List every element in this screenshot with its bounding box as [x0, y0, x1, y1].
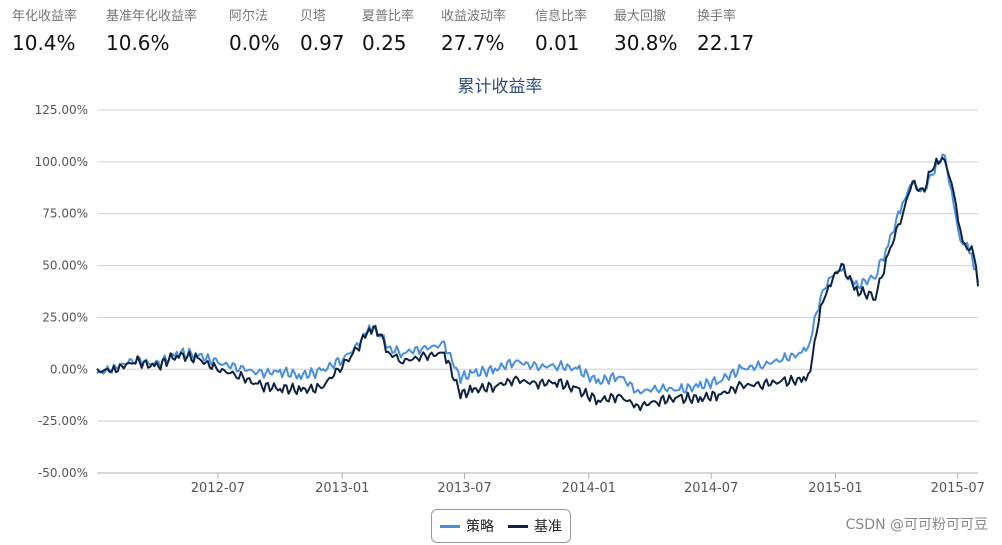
metric-label: 贝塔 — [300, 9, 327, 24]
metric-value: 10.6% — [106, 31, 170, 55]
watermark: CSDN @可可粉可可豆 — [845, 517, 988, 533]
x-tick-label: 2014-01 — [562, 481, 616, 496]
chart-title: 累计收益率 — [458, 77, 543, 97]
x-tick-label: 2013-07 — [437, 481, 491, 496]
metrics-bar: 年化收益率 10.4% 基准年化收益率 10.6% 阿尔法 0.0% 贝塔 0.… — [0, 0, 1002, 62]
metric-sharpe: 夏普比率 0.25 — [362, 8, 414, 57]
y-tick-label: 25.00% — [42, 310, 88, 324]
y-tick-label: -25.00% — [38, 414, 88, 428]
y-axis-ticks: 125.00% 100.00% 75.00% 50.00% 25.00% 0.00% -25… — [35, 103, 88, 480]
metric-annual-return: 年化收益率 10.4% — [12, 8, 77, 57]
legend-label-strategy: 策略 — [466, 519, 494, 535]
y-tick-label: -50.00% — [38, 466, 88, 480]
y-tick-label: 75.00% — [42, 207, 88, 221]
metric-value: 0.0% — [229, 31, 280, 55]
x-tick-label: 2015-01 — [808, 481, 862, 496]
series-line-strategy — [96, 153, 979, 395]
metric-value: 30.8% — [614, 31, 678, 55]
metric-value: 22.17 — [697, 31, 755, 55]
metric-beta: 贝塔 0.97 — [300, 8, 345, 57]
metric-value: 0.25 — [362, 31, 407, 55]
series-line-benchmark — [96, 156, 979, 412]
legend-label-benchmark: 基准 — [534, 519, 562, 535]
metric-label: 年化收益率 — [12, 9, 78, 24]
series-lines — [96, 153, 979, 412]
y-tick-label: 100.00% — [35, 155, 88, 169]
metric-alpha: 阿尔法 0.0% — [229, 8, 280, 57]
metric-label: 最大回撤 — [614, 9, 667, 24]
chart-legend: 策略 基准 — [431, 509, 571, 543]
metric-label: 阿尔法 — [229, 9, 269, 24]
metric-value: 27.7% — [441, 31, 505, 55]
y-tick-label: 50.00% — [42, 259, 88, 273]
metric-label: 夏普比率 — [362, 9, 415, 24]
metric-volatility: 收益波动率 27.7% — [441, 8, 506, 57]
metric-value: 0.97 — [300, 31, 345, 55]
metric-max-drawdown: 最大回撤 30.8% — [614, 8, 678, 57]
cumulative-return-chart: 累计收益率 125.00% 100.00% 75.00% 50.00% 25.00% 0.… — [35, 77, 985, 496]
x-tick-label: 2012-07 — [191, 481, 245, 496]
grid-lines — [97, 109, 978, 474]
metric-benchmark-annual-return: 基准年化收益率 10.6% — [106, 8, 197, 57]
metric-label: 收益波动率 — [441, 9, 507, 24]
y-tick-label: 0.00% — [50, 362, 88, 376]
y-tick-label: 125.00% — [35, 103, 88, 117]
metric-information-ratio: 信息比率 0.01 — [535, 8, 587, 57]
metric-label: 基准年化收益率 — [106, 9, 198, 24]
legend-swatch-benchmark — [508, 524, 528, 528]
legend-item-benchmark[interactable]: 基准 — [508, 516, 562, 536]
x-tick-label: 2013-01 — [315, 481, 369, 496]
metric-value: 10.4% — [12, 31, 76, 55]
metric-label: 换手率 — [697, 9, 737, 24]
legend-swatch-strategy — [440, 524, 460, 528]
metric-turnover: 换手率 22.17 — [697, 8, 754, 57]
x-tick-label: 2015-07 — [931, 481, 985, 496]
x-axis-ticks: 2012-07 2013-01 2013-07 2014-01 2014-07 2015-… — [191, 473, 985, 496]
metric-value: 0.01 — [535, 31, 580, 55]
legend-item-strategy[interactable]: 策略 — [440, 516, 494, 536]
metric-label: 信息比率 — [535, 9, 588, 24]
x-tick-label: 2014-07 — [684, 481, 738, 496]
